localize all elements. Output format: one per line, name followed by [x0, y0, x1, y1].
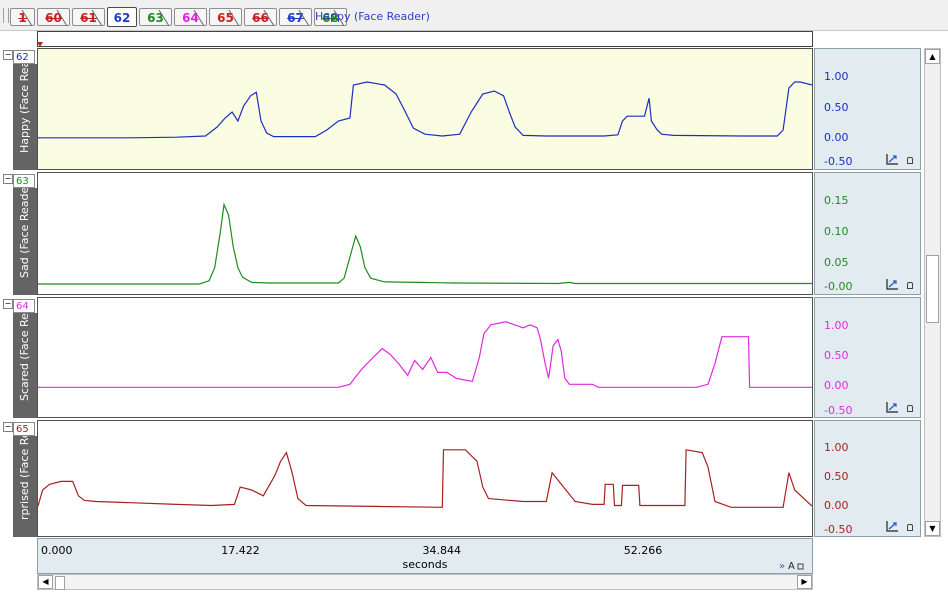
channel-tab-62[interactable]: 62 [107, 7, 137, 27]
toolbar-grip[interactable] [3, 8, 9, 23]
plot-area-62[interactable] [37, 48, 813, 170]
channel-label-64[interactable]: Scared (Face Reac [13, 313, 37, 418]
value-scale-62[interactable]: 1.00 0.50 0.00 -0.50 [814, 48, 921, 170]
plot-svg-62 [38, 81, 812, 139]
signal-line-62 [38, 81, 812, 139]
channel-tab-60[interactable]: 60 [37, 8, 70, 26]
channel-tab-label: 62 [113, 11, 131, 25]
scale-tick-label: -0.50 [824, 155, 853, 169]
channel-tab-68[interactable]: 68 [314, 8, 347, 26]
lock-icon[interactable] [907, 157, 913, 164]
scale-tick-label: 0.50 [824, 349, 849, 363]
scale-tick-label: 0.00 [824, 499, 849, 513]
svg-text:»: » [779, 561, 785, 571]
channel-label-text: Scared (Face Reac [18, 313, 31, 401]
time-axis-unit: seconds [402, 558, 448, 571]
autoscale-icon[interactable] [885, 401, 899, 413]
scale-tick-label: 0.50 [824, 100, 849, 114]
autoscale-icon[interactable] [885, 278, 899, 290]
channel-number-64: 64 [13, 299, 35, 313]
channel-tab-label: 66 [252, 11, 269, 25]
time-tick-label: 52.266 [623, 544, 663, 557]
channel-tab-label: 63 [147, 11, 164, 25]
vertical-scroll-thumb[interactable] [926, 255, 939, 323]
scale-tick-label: -0.50 [824, 403, 853, 417]
scroll-up-button[interactable]: ▲ [925, 49, 940, 64]
channel-label-text: rprised (Face Rea [18, 436, 31, 520]
channel-tab-65[interactable]: 65 [209, 8, 242, 26]
scale-tick-label: 0.10 [824, 225, 849, 239]
plot-svg-65 [38, 449, 812, 508]
scale-tick-label: 0.15 [824, 194, 849, 208]
scale-tick-label: 1.00 [824, 440, 849, 454]
scroll-down-button[interactable]: ▼ [925, 521, 940, 536]
vertical-scrollbar[interactable]: ▲ ▼ [924, 48, 941, 537]
channel-label-text: Happy (Face Read [18, 64, 31, 153]
autoscale-icon[interactable] [885, 153, 899, 165]
channel-label-62[interactable]: Happy (Face Read [13, 64, 37, 170]
time-axis: 0.000 17.422 34.844 52.266 seconds » A [37, 538, 813, 574]
marker-row[interactable] [37, 31, 813, 47]
plot-area-65[interactable] [37, 420, 813, 537]
time-tick-label: 17.422 [221, 544, 260, 557]
channel-tab-1[interactable]: 1 [10, 8, 35, 26]
active-channel-title: Happy (Face Reader) [315, 10, 430, 23]
value-scale-63[interactable]: 0.15 0.10 0.05 -0.00 [814, 172, 921, 295]
scale-tick-label: 0.00 [824, 379, 849, 393]
time-tick-label: 34.844 [422, 544, 462, 557]
collapse-channel-64[interactable]: − [3, 299, 13, 309]
scale-tick-label: 1.00 [824, 318, 849, 332]
scroll-right-button[interactable]: ▶ [797, 575, 812, 589]
collapse-channel-62[interactable]: − [3, 50, 13, 60]
autoscale-icon[interactable] [885, 520, 899, 532]
channel-tab-label: 65 [217, 11, 234, 25]
channel-number-63: 63 [13, 174, 35, 188]
channel-tab-label: 61 [80, 11, 97, 25]
signal-line-64 [38, 321, 812, 388]
lock-icon[interactable] [907, 282, 913, 289]
channel-tab-66[interactable]: 66 [244, 8, 277, 26]
channel-tab-67[interactable]: 67 [279, 8, 312, 26]
plot-area-63[interactable] [37, 172, 813, 295]
value-scale-64[interactable]: 1.00 0.50 0.00 -0.50 [814, 297, 921, 418]
time-cursor-marker[interactable] [37, 42, 43, 47]
scale-tick-label: 1.00 [824, 70, 849, 84]
channel-tab-61[interactable]: 61 [72, 8, 105, 26]
signal-line-63 [38, 202, 812, 285]
scale-tick-label: -0.00 [824, 280, 853, 294]
channel-label-63[interactable]: Sad (Face Reade [13, 188, 37, 295]
channel-tab-label: 60 [45, 11, 62, 25]
axis-autoscale-icon[interactable]: » A [779, 559, 805, 572]
time-tick-label: 0.000 [41, 544, 73, 557]
channel-tab-bar: 1 60 61 62 63 64 65 66 67 68 Happy (Face Reader) [0, 0, 948, 31]
plot-svg-63 [38, 202, 812, 285]
svg-text:A: A [788, 561, 795, 571]
channel-tab-label: 64 [182, 11, 199, 25]
plot-area-64[interactable] [37, 297, 813, 418]
lock-icon[interactable] [907, 524, 913, 531]
horizontal-scrollbar[interactable]: ◀ ▶ [37, 574, 813, 590]
horizontal-scroll-thumb[interactable] [55, 576, 65, 590]
channel-tab-label: 67 [287, 11, 304, 25]
scale-tick-label: 0.50 [824, 470, 849, 484]
collapse-channel-65[interactable]: − [3, 422, 13, 432]
channel-label-65[interactable]: rprised (Face Rea [13, 436, 37, 537]
channel-tab-63[interactable]: 63 [139, 8, 172, 26]
channel-tab-64[interactable]: 64 [174, 8, 207, 26]
plot-svg-64 [38, 321, 812, 388]
scale-tick-label: 0.00 [824, 131, 849, 145]
channel-number-62: 62 [13, 50, 35, 64]
value-scale-65[interactable]: 1.00 0.50 0.00 -0.50 [814, 420, 921, 537]
channel-label-text: Sad (Face Reade [18, 188, 31, 278]
scroll-left-button[interactable]: ◀ [38, 575, 53, 589]
lock-icon[interactable] [907, 405, 913, 412]
channel-tab-label: 1 [18, 11, 27, 25]
signal-line-65 [38, 449, 812, 508]
scale-tick-label: 0.05 [824, 255, 849, 269]
scale-tick-label: -0.50 [824, 522, 853, 536]
collapse-channel-63[interactable]: − [3, 174, 13, 184]
channel-number-65: 65 [13, 422, 35, 436]
